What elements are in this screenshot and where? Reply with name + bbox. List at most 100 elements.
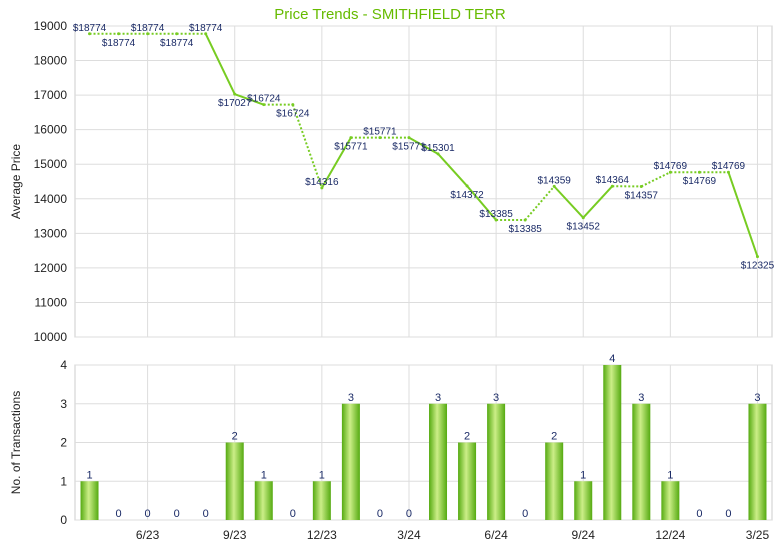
price-point [668, 170, 672, 174]
price-data-label: $18774 [102, 38, 136, 49]
price-point [697, 170, 701, 174]
transaction-count-label: 0 [725, 508, 731, 520]
transaction-bar [341, 403, 360, 520]
price-line-segment [291, 104, 323, 189]
transaction-bar [545, 442, 564, 520]
price-data-label: $14316 [305, 177, 339, 188]
price-y-tick-label: 16000 [34, 123, 68, 137]
price-point [552, 184, 556, 188]
price-point [262, 103, 266, 107]
transaction-count-label: 2 [464, 431, 470, 443]
transaction-count-label: 3 [348, 392, 354, 404]
price-data-label: $14769 [683, 176, 717, 187]
price-axis-title: Average Price [9, 144, 23, 219]
price-data-label: $13385 [479, 209, 513, 220]
price-data-label: $18774 [189, 23, 223, 34]
price-data-label: $18774 [73, 23, 107, 34]
price-line-segment [640, 171, 671, 188]
transaction-count-label: 2 [551, 431, 557, 443]
price-point [378, 136, 382, 140]
price-point [726, 170, 730, 174]
transaction-bar [312, 481, 331, 520]
transaction-count-label: 3 [493, 392, 499, 404]
price-point [146, 32, 150, 36]
transaction-count-label: 0 [377, 508, 383, 520]
price-point [610, 184, 614, 188]
transaction-count-label: 1 [261, 469, 267, 481]
price-line-segment [466, 185, 497, 221]
price-line-segment [320, 137, 352, 189]
price-y-tick-label: 15000 [34, 157, 68, 171]
transaction-bar [458, 442, 477, 520]
price-data-label: $15771 [392, 142, 426, 153]
transaction-count-label: 0 [522, 508, 528, 520]
price-point [494, 218, 498, 222]
price-point [755, 255, 759, 259]
transaction-count-label: 1 [86, 469, 92, 481]
transaction-count-label: 0 [203, 508, 209, 520]
price-line-segment [582, 185, 614, 219]
transaction-count-label: 0 [696, 508, 702, 520]
price-point [349, 136, 353, 140]
price-plot-frame [74, 25, 773, 338]
transaction-count-label: 1 [319, 469, 325, 481]
transaction-bar [429, 403, 448, 520]
transactions-y-tick-label: 3 [60, 397, 67, 411]
price-line-segment [727, 171, 759, 257]
price-point [117, 32, 121, 36]
price-data-label: $12325 [741, 261, 775, 272]
price-data-label: $17027 [218, 98, 252, 109]
chart-title: Price Trends - SMITHFIELD TERR [274, 6, 506, 23]
price-data-label: $13385 [508, 224, 542, 235]
transaction-count-label: 0 [116, 508, 122, 520]
price-data-label: $16724 [276, 109, 310, 120]
price-point [291, 103, 295, 107]
price-point [639, 184, 643, 188]
price-data-label: $14357 [625, 190, 659, 201]
x-tick-label: 9/23 [223, 528, 247, 542]
transaction-bar [661, 481, 680, 520]
price-y-tick-label: 18000 [34, 54, 68, 68]
price-point [88, 32, 92, 36]
price-data-label: $14359 [538, 175, 572, 186]
x-tick-label: 9/24 [572, 528, 596, 542]
price-y-tick-label: 11000 [35, 295, 68, 309]
price-data-label: $18774 [160, 38, 194, 49]
price-data-label: $14372 [450, 190, 484, 201]
transactions-y-tick-label: 1 [60, 474, 67, 488]
transaction-bar [487, 403, 506, 520]
price-data-label: $16724 [247, 94, 281, 105]
price-data-label: $18774 [131, 23, 165, 34]
transaction-bar [225, 442, 244, 520]
transaction-bar [632, 403, 651, 520]
price-line-segment [524, 185, 555, 221]
price-data-label: $13452 [567, 222, 601, 233]
transaction-count-label: 3 [638, 392, 644, 404]
price-point [465, 184, 469, 188]
price-point [436, 152, 440, 156]
price-point [320, 186, 324, 190]
transaction-count-label: 0 [145, 508, 151, 520]
price-line-segment [408, 136, 439, 155]
transaction-bar [80, 481, 99, 520]
transaction-count-label: 1 [667, 469, 673, 481]
price-data-label: $15771 [334, 142, 368, 153]
x-tick-label: 12/24 [655, 528, 685, 542]
transactions-y-tick-label: 0 [60, 513, 67, 527]
transaction-bar [603, 365, 622, 520]
transaction-count-label: 3 [435, 392, 441, 404]
transaction-count-label: 0 [174, 508, 180, 520]
x-tick-label: 3/25 [746, 528, 770, 542]
price-data-label: $15301 [421, 143, 455, 154]
transaction-count-label: 2 [232, 431, 238, 443]
price-y-tick-label: 19000 [34, 19, 68, 33]
transaction-bar [574, 481, 593, 520]
price-line-segment [553, 185, 584, 219]
price-point [407, 136, 411, 140]
price-y-tick-label: 12000 [34, 261, 68, 275]
x-tick-label: 6/23 [136, 528, 160, 542]
price-point [233, 92, 237, 96]
transaction-count-label: 4 [609, 353, 615, 365]
